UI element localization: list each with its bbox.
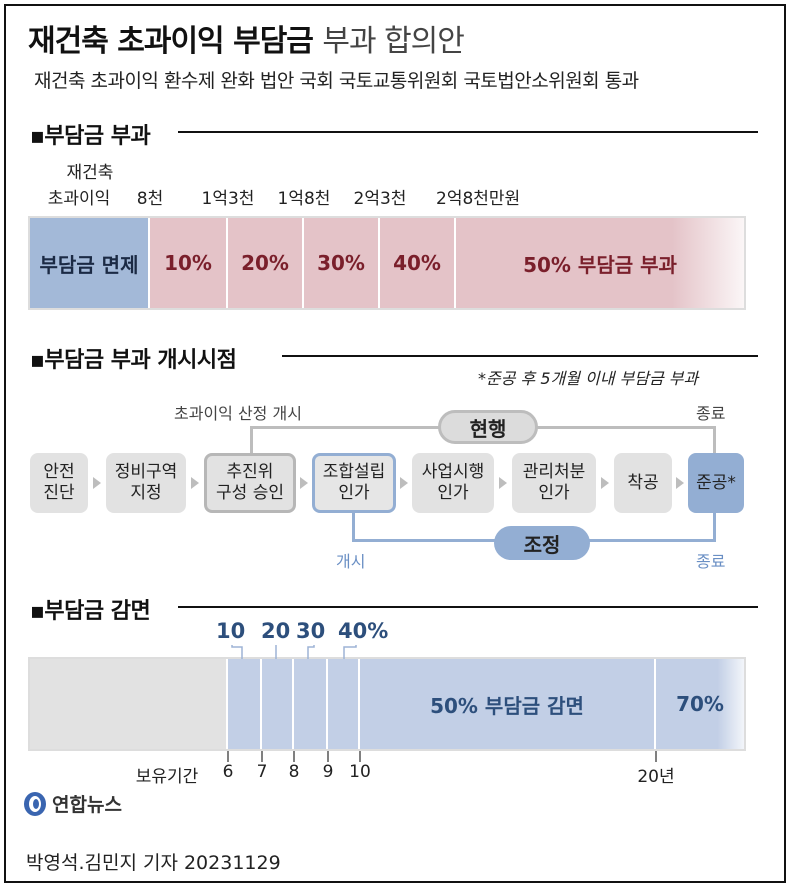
infographic-frame xyxy=(4,4,786,883)
section-rule xyxy=(178,606,758,608)
reduction-segment: 70% xyxy=(656,659,744,749)
reduction-bar xyxy=(28,657,746,751)
adjusted-pill: 조정 xyxy=(494,526,590,560)
reduction-tick-label: 9 xyxy=(322,762,334,782)
yonhap-logo-icon xyxy=(24,791,46,816)
reduction-tick-label: 10 xyxy=(349,762,371,782)
levy-axis-label-line2: 초과이익 xyxy=(47,189,111,209)
process-step: 조합설립 인가 xyxy=(312,453,396,513)
process-step: 착공 xyxy=(614,453,672,513)
reduction-segment xyxy=(228,659,260,749)
levy-tick-label: 8천 xyxy=(136,189,164,209)
section-rule xyxy=(282,355,758,357)
timeline-note: *준공 후 5개월 이내 부담금 부과 xyxy=(478,369,699,388)
levy-segment: 40% xyxy=(380,218,454,308)
levy-axis-label-line1: 재건축 xyxy=(66,163,114,183)
section-title-levy: ▪부담금 부과 xyxy=(30,124,151,149)
reduction-tick-label: 6 xyxy=(222,762,234,782)
reduction-segment xyxy=(294,659,326,749)
yonhap-logo: 연합뉴스 xyxy=(22,790,122,817)
levy-bar xyxy=(28,216,746,310)
step-arrow-icon xyxy=(191,477,199,489)
levy-segment: 50% 부담금 부과 xyxy=(456,218,744,308)
current-end-label: 종료 xyxy=(696,404,726,423)
process-step: 안전 진단 xyxy=(30,453,88,513)
process-step: 추진위 구성 승인 xyxy=(204,453,296,513)
logo-text: 연합뉴스 xyxy=(52,794,122,816)
levy-segment: 부담금 면제 xyxy=(30,218,148,308)
reduction-top-label: 40% xyxy=(338,619,389,643)
section-title-timeline: ▪부담금 부과 개시시점 xyxy=(30,348,237,373)
section-title-reduction: ▪부담금 감면 xyxy=(30,599,151,624)
section-rule xyxy=(178,131,758,133)
reduction-segment xyxy=(30,659,226,749)
reduction-tick-label: 8 xyxy=(288,762,300,782)
reduction-tick-label: 7 xyxy=(256,762,268,782)
levy-tick-label: 1억3천 xyxy=(201,189,255,209)
levy-segment: 10% xyxy=(150,218,226,308)
reduction-top-label: 10 xyxy=(216,619,246,643)
reduction-segment xyxy=(262,659,292,749)
reduction-segment xyxy=(328,659,358,749)
reduction-segment: 50% 부담금 감면 xyxy=(360,659,654,749)
step-arrow-icon xyxy=(93,477,101,489)
reduction-top-label: 30 xyxy=(296,619,326,643)
process-step: 사업시행 인가 xyxy=(412,453,494,513)
levy-tick-label: 1억8천 xyxy=(277,189,331,209)
step-arrow-icon xyxy=(400,477,408,489)
process-step: 관리처분 인가 xyxy=(512,453,596,513)
levy-tick-label: 2억3천 xyxy=(353,189,407,209)
current-pill: 현행 xyxy=(438,410,538,444)
reduction-axis-label: 보유기간 xyxy=(135,767,199,787)
levy-tick-label: 2억8천만원 xyxy=(436,189,521,209)
levy-segment: 30% xyxy=(304,218,378,308)
step-arrow-icon xyxy=(499,477,507,489)
reduction-tick-label: 20년 xyxy=(637,767,675,787)
step-arrow-icon xyxy=(676,477,684,489)
process-step: 준공* xyxy=(688,453,744,513)
page-title: 재건축 초과이익 부담금 부과 합의안 xyxy=(28,24,465,59)
adjusted-end-label: 종료 xyxy=(696,552,726,571)
process-step: 정비구역 지정 xyxy=(106,453,186,513)
adjusted-start-label: 개시 xyxy=(336,552,366,571)
step-arrow-icon xyxy=(601,477,609,489)
reduction-top-label: 20 xyxy=(261,619,291,643)
levy-segment: 20% xyxy=(228,218,302,308)
step-arrow-icon xyxy=(300,477,308,489)
current-start-label: 초과이익 산정 개시 xyxy=(174,404,302,423)
credit-line: 박영석.김민지 기자 20231129 xyxy=(26,852,281,874)
page-subtitle: 재건축 초과이익 환수제 완화 법안 국회 국토교통위원회 국토법안소위원회 통… xyxy=(34,70,639,92)
